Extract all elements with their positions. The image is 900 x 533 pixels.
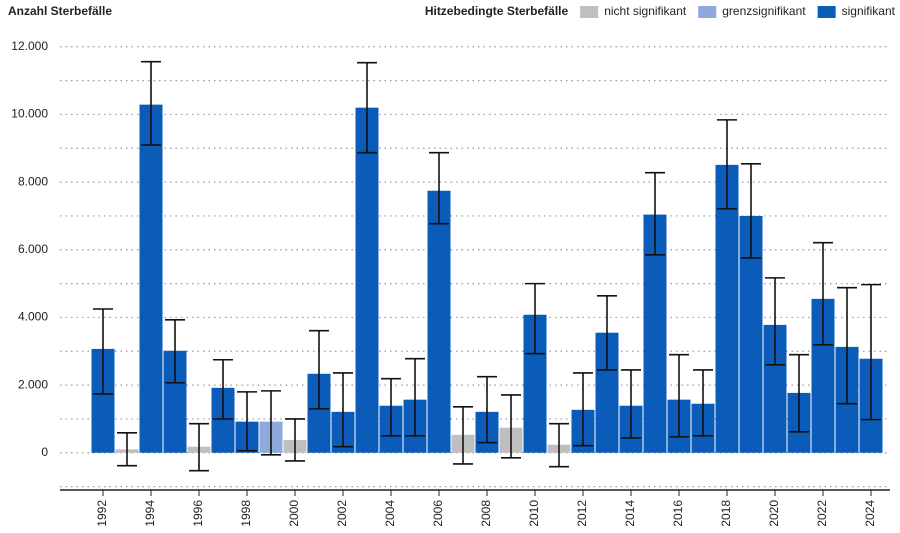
bar (523, 314, 547, 453)
error-bar (189, 422, 209, 472)
bar (595, 332, 619, 453)
bar (763, 324, 787, 453)
x-tick-label: 2006 (431, 500, 445, 527)
error-bar (621, 369, 641, 439)
legend-label: nicht signifikant (604, 4, 687, 18)
error-bar (837, 286, 857, 405)
error-bar (381, 377, 401, 437)
x-tick-label: 2024 (863, 500, 877, 527)
error-bar (405, 357, 425, 437)
x-tick-label: 2008 (479, 500, 493, 527)
error-bar (213, 358, 233, 420)
x-tick-label: 2012 (575, 500, 589, 527)
legend-swatch (698, 6, 717, 18)
bar (355, 107, 379, 453)
legend-label: signifikant (842, 4, 896, 18)
error-bar (549, 422, 569, 468)
x-tick-label: 2016 (671, 500, 685, 527)
error-bar (453, 405, 473, 465)
error-bar (165, 319, 185, 384)
x-tick-label: 2020 (767, 500, 781, 527)
error-bar (789, 353, 809, 433)
bar (307, 373, 331, 453)
bar (739, 215, 763, 453)
error-bar (525, 282, 545, 355)
y-tick-label: 4.000 (18, 310, 48, 324)
error-bar (717, 119, 737, 210)
x-tick-label: 2002 (335, 500, 349, 527)
legend-swatch (580, 6, 599, 18)
error-bar (645, 171, 665, 256)
error-bar (765, 277, 785, 366)
error-bar (93, 308, 113, 395)
x-tick-label: 2018 (719, 500, 733, 527)
x-tick-label: 2014 (623, 500, 637, 527)
error-bar (813, 241, 833, 346)
error-bar (477, 375, 497, 444)
error-bar (285, 418, 305, 462)
error-bar (573, 372, 593, 447)
x-tick-label: 1994 (143, 500, 157, 527)
y-tick-label: 10.000 (11, 107, 48, 121)
bar (715, 164, 739, 453)
error-bar (741, 163, 761, 259)
legend-swatch (817, 6, 836, 18)
y-tick-label: 2.000 (18, 377, 48, 391)
bar (811, 298, 835, 453)
x-tick-label: 1998 (239, 500, 253, 527)
y-tick-label: 0 (41, 445, 48, 459)
x-tick-label: 1996 (191, 500, 205, 527)
error-bar (597, 294, 617, 371)
error-bar (309, 329, 329, 410)
error-bar (693, 369, 713, 437)
x-tick-label: 2022 (815, 500, 829, 527)
error-bar (261, 390, 281, 456)
x-tick-label: 2010 (527, 500, 541, 527)
bar (139, 104, 163, 453)
bar (91, 348, 115, 453)
x-tick-label: 2004 (383, 500, 397, 527)
error-bar (141, 60, 161, 146)
x-tick-label: 1992 (95, 500, 109, 527)
error-bar (333, 372, 353, 448)
error-bar (669, 353, 689, 438)
x-tick-label: 2000 (287, 500, 301, 527)
y-tick-label: 8.000 (18, 174, 48, 188)
legend-title: Hitzebedingte Sterbefälle (425, 4, 569, 18)
error-bar (237, 391, 257, 452)
y-axis-title: Anzahl Sterbefälle (8, 4, 112, 18)
legend-label: grenzsignifikant (722, 4, 806, 18)
bar (163, 350, 187, 453)
error-bar (861, 283, 881, 421)
bar (427, 190, 451, 453)
bar (211, 387, 235, 453)
error-bar (357, 61, 377, 154)
error-bar (117, 432, 137, 467)
error-bar (429, 151, 449, 225)
error-bar (501, 394, 521, 459)
bar (643, 214, 667, 453)
y-tick-label: 12.000 (11, 39, 48, 53)
y-tick-label: 6.000 (18, 242, 48, 256)
